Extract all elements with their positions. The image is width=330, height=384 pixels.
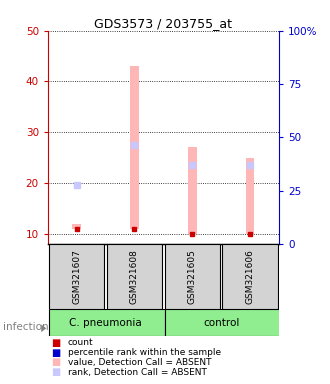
Text: value, Detection Call = ABSENT: value, Detection Call = ABSENT xyxy=(68,358,211,367)
Bar xyxy=(188,147,197,234)
Title: GDS3573 / 203755_at: GDS3573 / 203755_at xyxy=(94,17,232,30)
Text: ■: ■ xyxy=(51,367,60,377)
Text: GSM321607: GSM321607 xyxy=(72,249,81,304)
Bar xyxy=(72,223,81,228)
Text: ■: ■ xyxy=(51,348,60,358)
Polygon shape xyxy=(41,324,46,332)
Text: percentile rank within the sample: percentile rank within the sample xyxy=(68,348,221,357)
Bar xyxy=(164,309,280,336)
Bar xyxy=(164,244,220,309)
Text: GSM321605: GSM321605 xyxy=(188,249,197,304)
Bar xyxy=(246,157,254,234)
Text: ■: ■ xyxy=(51,338,60,348)
Bar xyxy=(107,244,162,309)
Text: count: count xyxy=(68,338,93,347)
Text: ■: ■ xyxy=(51,358,60,367)
Text: control: control xyxy=(203,318,239,328)
Text: rank, Detection Call = ABSENT: rank, Detection Call = ABSENT xyxy=(68,368,207,377)
Text: infection: infection xyxy=(3,322,49,332)
Text: GSM321606: GSM321606 xyxy=(246,249,254,304)
Bar xyxy=(49,244,104,309)
Bar xyxy=(130,66,139,228)
Bar xyxy=(222,244,278,309)
Text: C. pneumonia: C. pneumonia xyxy=(69,318,142,328)
Bar xyxy=(49,309,164,336)
Text: GSM321608: GSM321608 xyxy=(130,249,139,304)
